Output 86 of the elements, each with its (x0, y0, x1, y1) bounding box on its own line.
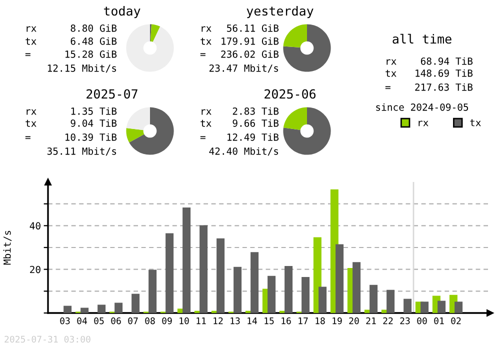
x-tick-label: 09 (162, 317, 172, 324)
chart-title: yesterday (246, 6, 314, 18)
x-tick-label: 11 (196, 317, 206, 324)
x-tick-label: 08 (145, 317, 155, 324)
x-tick-label: 07 (128, 317, 138, 324)
bar (216, 238, 225, 313)
legend-label: tx (470, 119, 481, 126)
y-tick-label: 40 (30, 222, 40, 230)
bar (98, 304, 106, 313)
text: = 217.63 TiB (385, 83, 473, 91)
text: tx 9.04 TiB (26, 119, 117, 127)
x-tick-label: 16 (282, 317, 291, 324)
bar (182, 208, 191, 313)
text: 12.15 Mbit/s (48, 64, 116, 73)
bar (114, 302, 123, 313)
x-tick-label: 10 (180, 317, 189, 324)
text: 35.11 Mbit/s (47, 147, 116, 156)
text: = 12.49 TiB (200, 133, 279, 141)
text: tx 179.91 GiB (200, 37, 279, 45)
bar (386, 290, 395, 313)
x-tick-label: 05 (94, 317, 104, 324)
x-tick-label: 13 (230, 317, 240, 324)
text: 42.40 Mbit/s (209, 147, 278, 156)
text: tx 6.48 GiB (26, 37, 117, 45)
text: all time (392, 34, 452, 44)
x-tick-label: 22 (383, 317, 393, 324)
x-tick-label: 19 (332, 317, 342, 324)
bar (250, 252, 259, 313)
text: rx 56.11 GiB (202, 24, 279, 32)
text: = 236.02 GiB (200, 50, 279, 58)
donut-slice (150, 24, 160, 42)
x-tick-label: 23 (400, 317, 410, 324)
x-tick-label: 06 (111, 317, 121, 324)
chart-title: today (104, 6, 140, 18)
text: tx 9.66 TiB (200, 119, 279, 127)
text: rx 8.80 GiB (26, 24, 117, 32)
x-tick-label: 02 (451, 317, 461, 324)
bar (420, 302, 429, 313)
text: rx 1.35 TiB (26, 107, 117, 115)
text: rx 68.94 TiB (386, 57, 473, 65)
bar (268, 276, 276, 313)
bar (148, 270, 157, 313)
donut-slice (126, 128, 144, 142)
x-tick-label: 04 (77, 317, 88, 324)
donut-slice (126, 24, 174, 72)
text: tx 148.69 TiB (386, 69, 473, 77)
legend-label: rx (418, 120, 428, 126)
text: rx 2.83 TiB (202, 107, 279, 115)
x-tick-label: 20 (349, 317, 359, 324)
bar (404, 298, 412, 313)
donut-slice (283, 24, 307, 48)
x-tick-label: 01 (434, 317, 444, 324)
donut-slice (129, 107, 174, 155)
bar (132, 294, 140, 313)
bar (234, 266, 242, 313)
bar (284, 266, 293, 313)
x-tick-label: 21 (366, 317, 376, 324)
bar (370, 284, 378, 313)
bar (166, 233, 174, 313)
donut-slice (126, 107, 150, 130)
text: 23.47 Mbit/s (209, 64, 278, 73)
x-tick-label: 17 (298, 317, 308, 324)
bar (318, 286, 327, 313)
y-axis-title: Mbit/s (3, 230, 12, 265)
bar (200, 225, 208, 313)
x-tick-label: 12 (214, 317, 223, 324)
text: = 10.39 TiB (25, 133, 117, 141)
text: since 2024-09-05 (376, 103, 468, 111)
bar (454, 302, 463, 313)
x-tick-label: 14 (248, 317, 258, 324)
x-tick-label: 00 (417, 317, 427, 324)
bar (64, 306, 72, 313)
text: = 15.28 GiB (25, 50, 117, 58)
x-tick-label: 18 (316, 317, 325, 324)
donut-slice (283, 107, 331, 155)
chart-title: 2025-06 (264, 89, 316, 99)
donut-slice (283, 24, 331, 72)
bar (80, 308, 89, 313)
bar (438, 300, 446, 313)
donut-slice (283, 107, 307, 130)
chart-title: 2025-07 (86, 89, 138, 99)
x-tick-label: 03 (60, 317, 70, 324)
x-tick-label: 15 (264, 317, 274, 324)
bar (352, 262, 361, 313)
bar (302, 276, 310, 313)
bar (336, 244, 344, 313)
